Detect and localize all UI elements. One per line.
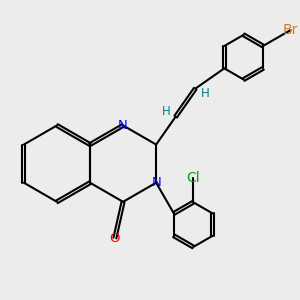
Text: Cl: Cl [186,171,200,185]
Text: Br: Br [283,23,298,37]
Text: N: N [151,176,161,189]
Text: O: O [110,232,120,244]
Text: H: H [162,105,170,118]
Text: H: H [201,87,210,100]
Text: N: N [118,119,128,132]
